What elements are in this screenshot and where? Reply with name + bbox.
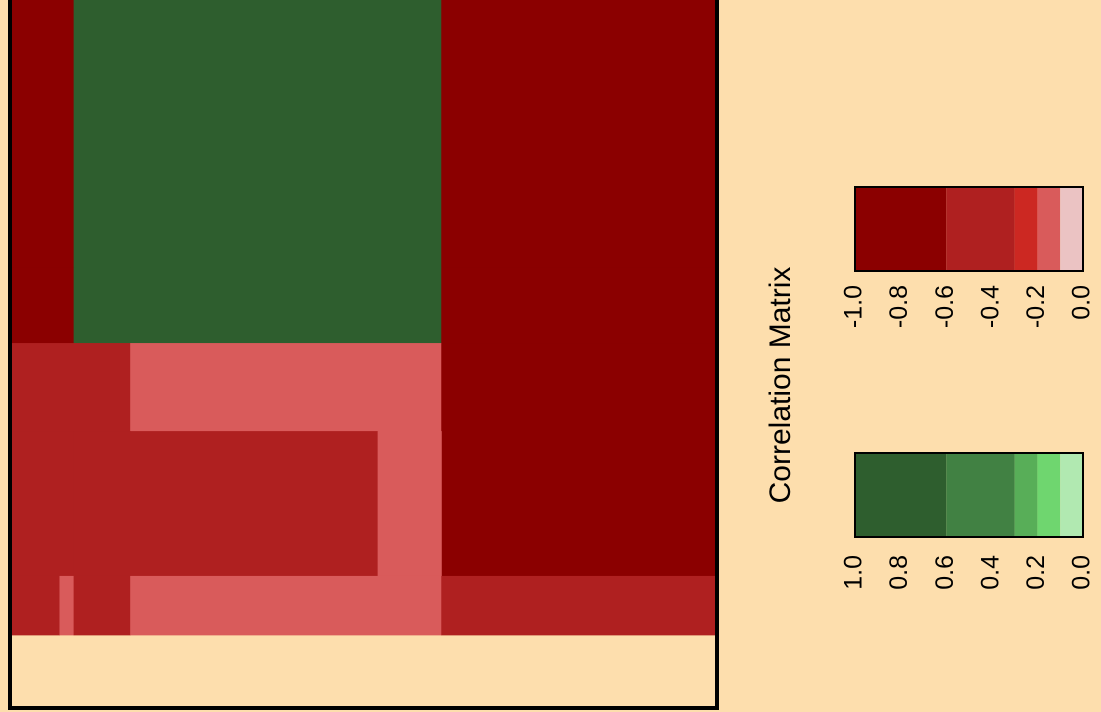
legend-title: Correlation Matrix — [764, 267, 797, 504]
heatmap-cell-8 — [130, 343, 442, 432]
heatmap-cell-10 — [10, 431, 75, 577]
heatmap-cell-1 — [73, 0, 442, 269]
negative-colorbar-bin-2 — [1014, 187, 1038, 271]
heatmap-cell-16 — [73, 575, 131, 636]
legend: Correlation Matrix -1.0 -0.8 -0.6 -0.4 -0.2 0… — [764, 186, 1096, 590]
negative-colorbar-tick-label: 0.0 — [1068, 285, 1096, 320]
negative-colorbar-bin-3 — [1037, 187, 1061, 271]
positive-colorbar-bin-3 — [1037, 453, 1061, 537]
positive-colorbar-bin-0 — [855, 453, 947, 537]
heatmap-cell-7 — [10, 343, 131, 432]
heatmap-cell-0 — [10, 0, 75, 269]
negative-colorbar-bin-4 — [1060, 187, 1083, 271]
negative-colorbar-tick-label: -0.8 — [885, 285, 913, 328]
plot-frame — [8, 0, 719, 710]
positive-colorbar: 1.0 0.8 0.6 0.4 0.2 0.0 — [840, 452, 1096, 590]
negative-colorbar: -1.0 -0.8 -0.6 -0.4 -0.2 0.0 — [840, 186, 1096, 328]
negative-colorbar-bin-0 — [855, 187, 947, 271]
heatmap-cell-3 — [10, 267, 75, 344]
heatmap-cell-15 — [59, 575, 75, 636]
positive-colorbar-tick-label: 1.0 — [840, 555, 868, 590]
negative-colorbar-tick-label: -0.4 — [976, 285, 1004, 328]
heatmap-cell-12 — [130, 431, 379, 577]
heatmap-cell-11 — [73, 431, 131, 577]
positive-colorbar-border — [854, 452, 1084, 538]
positive-colorbar-tick-label: 0.4 — [976, 555, 1004, 590]
positive-colorbar-bin-1 — [946, 453, 1015, 537]
heatmap-cell-6 — [441, 267, 718, 344]
negative-colorbar-tick-label: -1.0 — [840, 285, 868, 328]
positive-colorbar-tick-label: 0.2 — [1022, 555, 1050, 590]
negative-colorbar-tick-label: -0.6 — [931, 285, 959, 328]
heatmap-cell-9 — [441, 343, 718, 577]
heatmap-cell-4 — [73, 267, 131, 344]
heatmap-cell-5 — [130, 267, 442, 344]
heatmap-cell-14 — [10, 575, 60, 636]
heatmap-cell-17 — [130, 575, 442, 636]
positive-colorbar-tick-label: 0.0 — [1068, 555, 1096, 590]
heatmap-tiles — [10, 0, 718, 636]
negative-colorbar-border — [854, 186, 1084, 272]
positive-colorbar-bin-2 — [1014, 453, 1038, 537]
heatmap-cell-13 — [377, 431, 442, 577]
positive-colorbar-tick-label: 0.6 — [931, 555, 959, 590]
negative-colorbar-tick-label: -0.2 — [1022, 285, 1050, 328]
heatmap-cell-18 — [441, 575, 718, 636]
positive-colorbar-tick-label: 0.8 — [885, 555, 913, 590]
negative-colorbar-bin-1 — [946, 187, 1015, 271]
heatmap-cell-2 — [441, 0, 718, 269]
positive-colorbar-bin-4 — [1060, 453, 1083, 537]
